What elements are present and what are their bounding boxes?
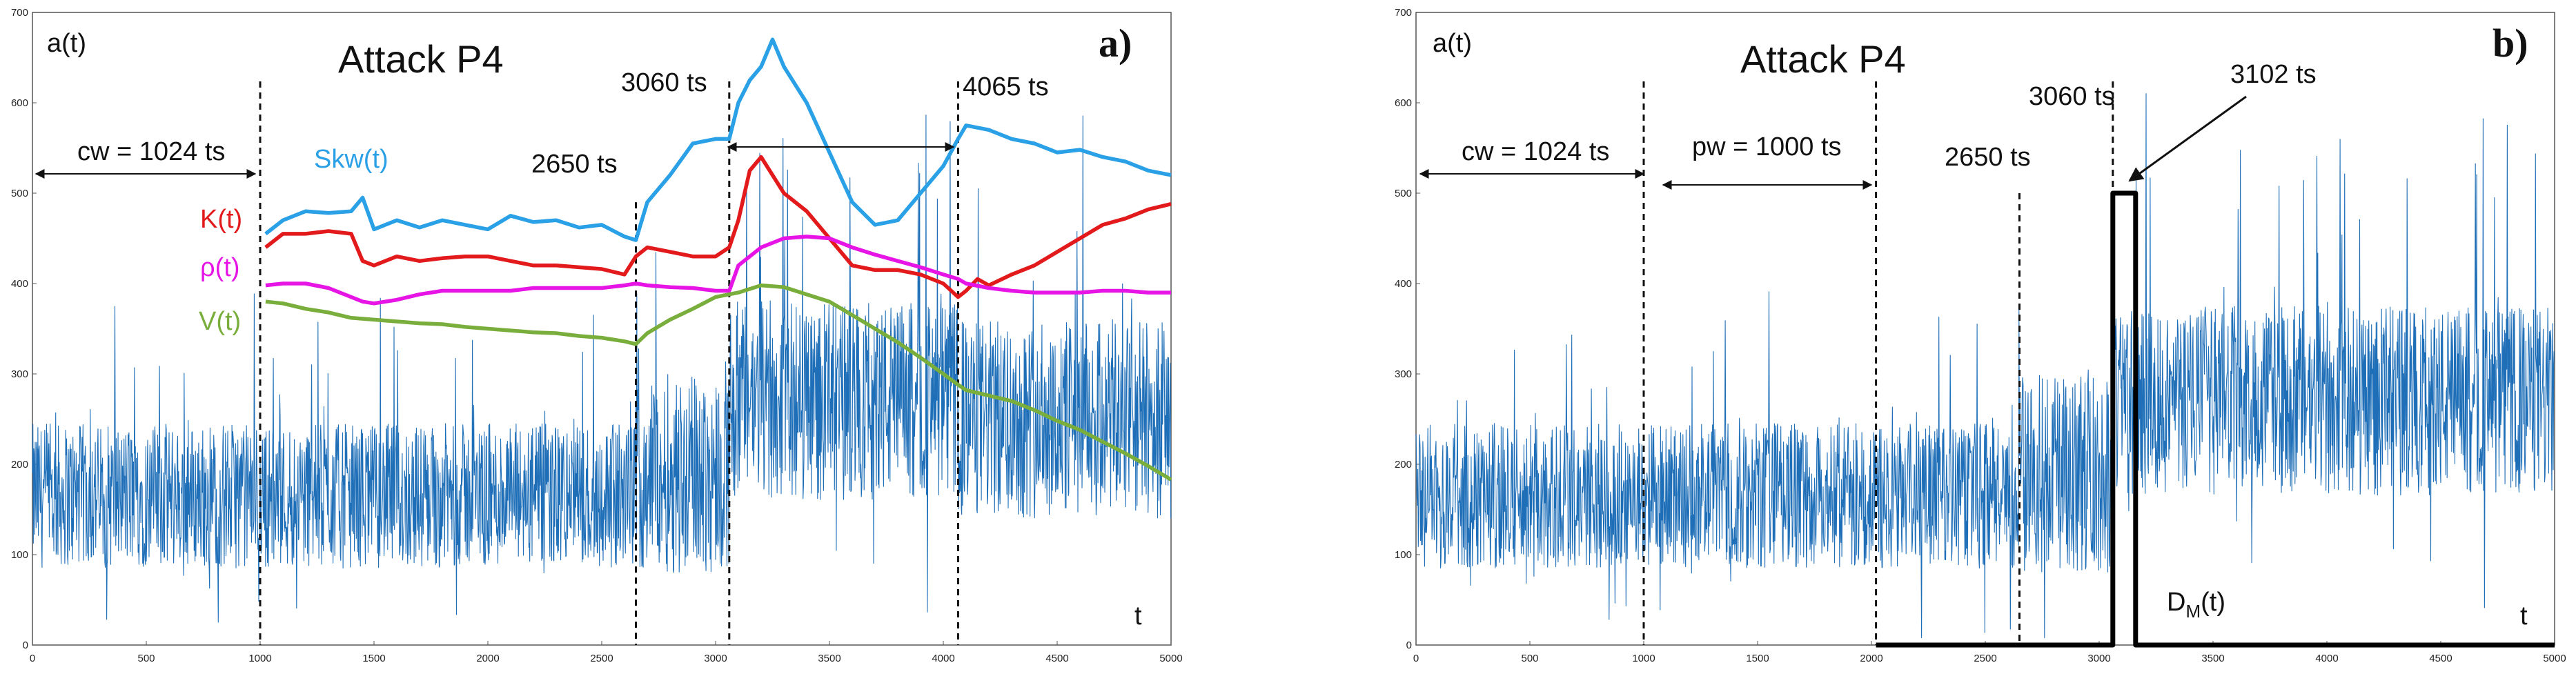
y-tick-label: 600 [11, 97, 28, 109]
panel-a-xlabel: t [1134, 602, 1142, 631]
panel-b-series [1876, 190, 2555, 648]
x-tick-label: 500 [137, 653, 155, 664]
x-tick-label: 0 [1413, 653, 1419, 664]
x-tick-label: 2000 [476, 653, 499, 664]
panel-a-4065-label: 4065 ts [963, 72, 1049, 101]
signal-trace [32, 115, 1172, 623]
panel-a-skw-label: Skw(t) [314, 145, 389, 174]
panel-b-xlabel: t [2520, 602, 2528, 631]
y-tick-label: 600 [1395, 97, 1412, 109]
panel-a: 0 500 1000 1500 2000 2500 3000 3500 4000 4500 5000… [11, 7, 1183, 664]
panel-a-v-label: V(t) [199, 307, 241, 336]
x-tick-label: 3000 [704, 653, 727, 664]
panel-a-axes: 0 500 1000 1500 2000 2500 3000 3500 4000 4500 5000… [11, 7, 1183, 664]
panel-a-2650-label: 2650 ts [531, 150, 618, 179]
y-tick-label: 0 [23, 640, 28, 651]
y-tick-label: 500 [1395, 188, 1412, 199]
panel-a-ylabel: a(t) [47, 29, 86, 58]
x-tick-label: 4000 [2315, 653, 2338, 664]
panel-a-title: Attack P4 [338, 37, 504, 81]
y-tick-label: 700 [1395, 7, 1412, 19]
panel-b-ylabel: a(t) [1433, 29, 1472, 58]
series-line-dm-t- [1876, 190, 2555, 648]
panel-b-cw-label: cw = 1024 ts [1462, 137, 1609, 166]
y-tick-label: 200 [1395, 459, 1412, 470]
y-tick-label: 100 [1395, 549, 1412, 561]
panel-a-rho-label: ρ(t) [200, 253, 239, 282]
x-tick-label: 0 [30, 653, 35, 664]
series-line-skw-t- [264, 37, 1172, 242]
y-tick-label: 500 [11, 188, 28, 199]
panel-b-2650-label: 2650 ts [1945, 143, 2031, 172]
x-tick-label: 1000 [1632, 653, 1655, 664]
y-tick-label: 0 [1406, 640, 1412, 651]
panel-b-3060-label: 3060 ts [2029, 82, 2115, 111]
x-tick-label: 2500 [590, 653, 613, 664]
y-tick-label: 200 [11, 459, 28, 470]
panel-b-3102-arrow [2128, 95, 2247, 182]
panel-b-3102-label: 3102 ts [2230, 60, 2317, 89]
panel-a-signal [32, 115, 1172, 623]
panel-b: 0 500 1000 1500 2000 2500 3000 3500 4000 4500 5000… [1395, 7, 2566, 664]
y-tick-label: 400 [1395, 278, 1412, 290]
panel-b-pw-label: pw = 1000 ts [1692, 132, 1842, 161]
panel-a-k-label: K(t) [200, 205, 242, 234]
panel-a-cw-label: cw = 1024 ts [77, 137, 225, 166]
series-line-k-t- [264, 155, 1172, 299]
panel-b-dm-label: DM(t) [2167, 588, 2225, 622]
x-tick-label: 2500 [1974, 653, 1996, 664]
panel-a-series [264, 37, 1172, 482]
x-tick-label: 4500 [1045, 653, 1068, 664]
y-tick-label: 700 [11, 7, 28, 19]
x-tick-label: 4500 [2429, 653, 2452, 664]
signal-trace [1415, 93, 2555, 639]
x-tick-label: 1500 [1746, 653, 1769, 664]
x-tick-label: 5000 [2543, 653, 2566, 664]
x-tick-label: 3500 [818, 653, 840, 664]
series-line-rho-t- [265, 235, 1171, 306]
series-line-v-t- [265, 283, 1172, 482]
panel-a-frame [32, 12, 1172, 646]
y-tick-label: 300 [11, 368, 28, 380]
panel-b-title: Attack P4 [1740, 37, 1906, 81]
x-tick-label: 4000 [932, 653, 954, 664]
panel-a-label: a) [1099, 21, 1132, 66]
x-tick-label: 2000 [1860, 653, 1882, 664]
x-tick-label: 3000 [2087, 653, 2110, 664]
y-tick-label: 100 [11, 549, 28, 561]
x-tick-label: 5000 [1159, 653, 1182, 664]
panel-b-axes: 0 500 1000 1500 2000 2500 3000 3500 4000 4500 5000… [1395, 7, 2566, 664]
y-tick-label: 300 [1395, 368, 1412, 380]
panel-b-label: b) [2493, 21, 2528, 66]
y-tick-label: 400 [11, 278, 28, 290]
x-tick-label: 3500 [2201, 653, 2224, 664]
x-tick-label: 1500 [362, 653, 385, 664]
x-tick-label: 1000 [248, 653, 271, 664]
x-tick-label: 500 [1521, 653, 1538, 664]
panel-a-vlines [259, 81, 959, 645]
panel-a-3060-label: 3060 ts [621, 68, 707, 97]
panel-b-signal [1415, 93, 2555, 639]
